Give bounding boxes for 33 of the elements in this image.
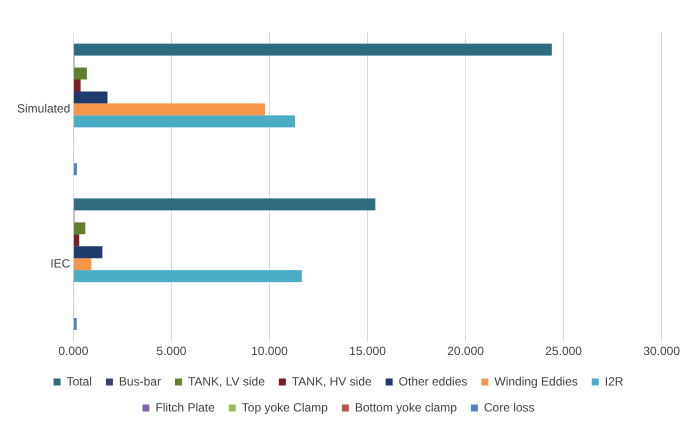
legend-label: Winding Eddies bbox=[494, 374, 578, 388]
x-tick-label: 5.000 bbox=[156, 344, 187, 358]
legend-label: Bottom yoke clamp bbox=[354, 400, 458, 414]
legend-label: TANK, LV side bbox=[188, 374, 266, 388]
y-tick-label: IEC bbox=[50, 256, 71, 271]
legend-label: Top yoke Clamp bbox=[242, 400, 328, 414]
bar bbox=[74, 270, 302, 282]
x-tick-label: 10.000 bbox=[251, 344, 288, 358]
bar bbox=[74, 79, 81, 92]
bar bbox=[74, 68, 87, 80]
bar bbox=[74, 198, 376, 210]
bar bbox=[74, 44, 552, 56]
y-tick-label: Simulated bbox=[16, 102, 70, 116]
legend-label: Total bbox=[66, 374, 92, 388]
x-tick-label: 25.000 bbox=[545, 344, 582, 358]
bar bbox=[74, 163, 77, 176]
legend-label: Core loss bbox=[484, 400, 535, 414]
x-tick-label: 15.000 bbox=[349, 344, 386, 358]
x-tick-label: 20.000 bbox=[447, 344, 484, 358]
bar bbox=[74, 91, 108, 104]
bar bbox=[74, 103, 265, 116]
x-tick-label: 0.000 bbox=[58, 344, 89, 358]
bar bbox=[74, 258, 92, 270]
legend-label: Other eddies bbox=[398, 374, 468, 388]
x-tick-label: 30.000 bbox=[643, 344, 680, 358]
legend-label: Flitch Plate bbox=[155, 400, 216, 414]
bar bbox=[74, 222, 86, 234]
bar bbox=[74, 115, 295, 128]
bar bbox=[74, 234, 80, 246]
legend-label: Bus-bar bbox=[118, 374, 161, 388]
legend-label: I2R bbox=[604, 374, 624, 388]
legend-label: TANK, HV side bbox=[292, 374, 372, 388]
bar bbox=[74, 246, 102, 258]
